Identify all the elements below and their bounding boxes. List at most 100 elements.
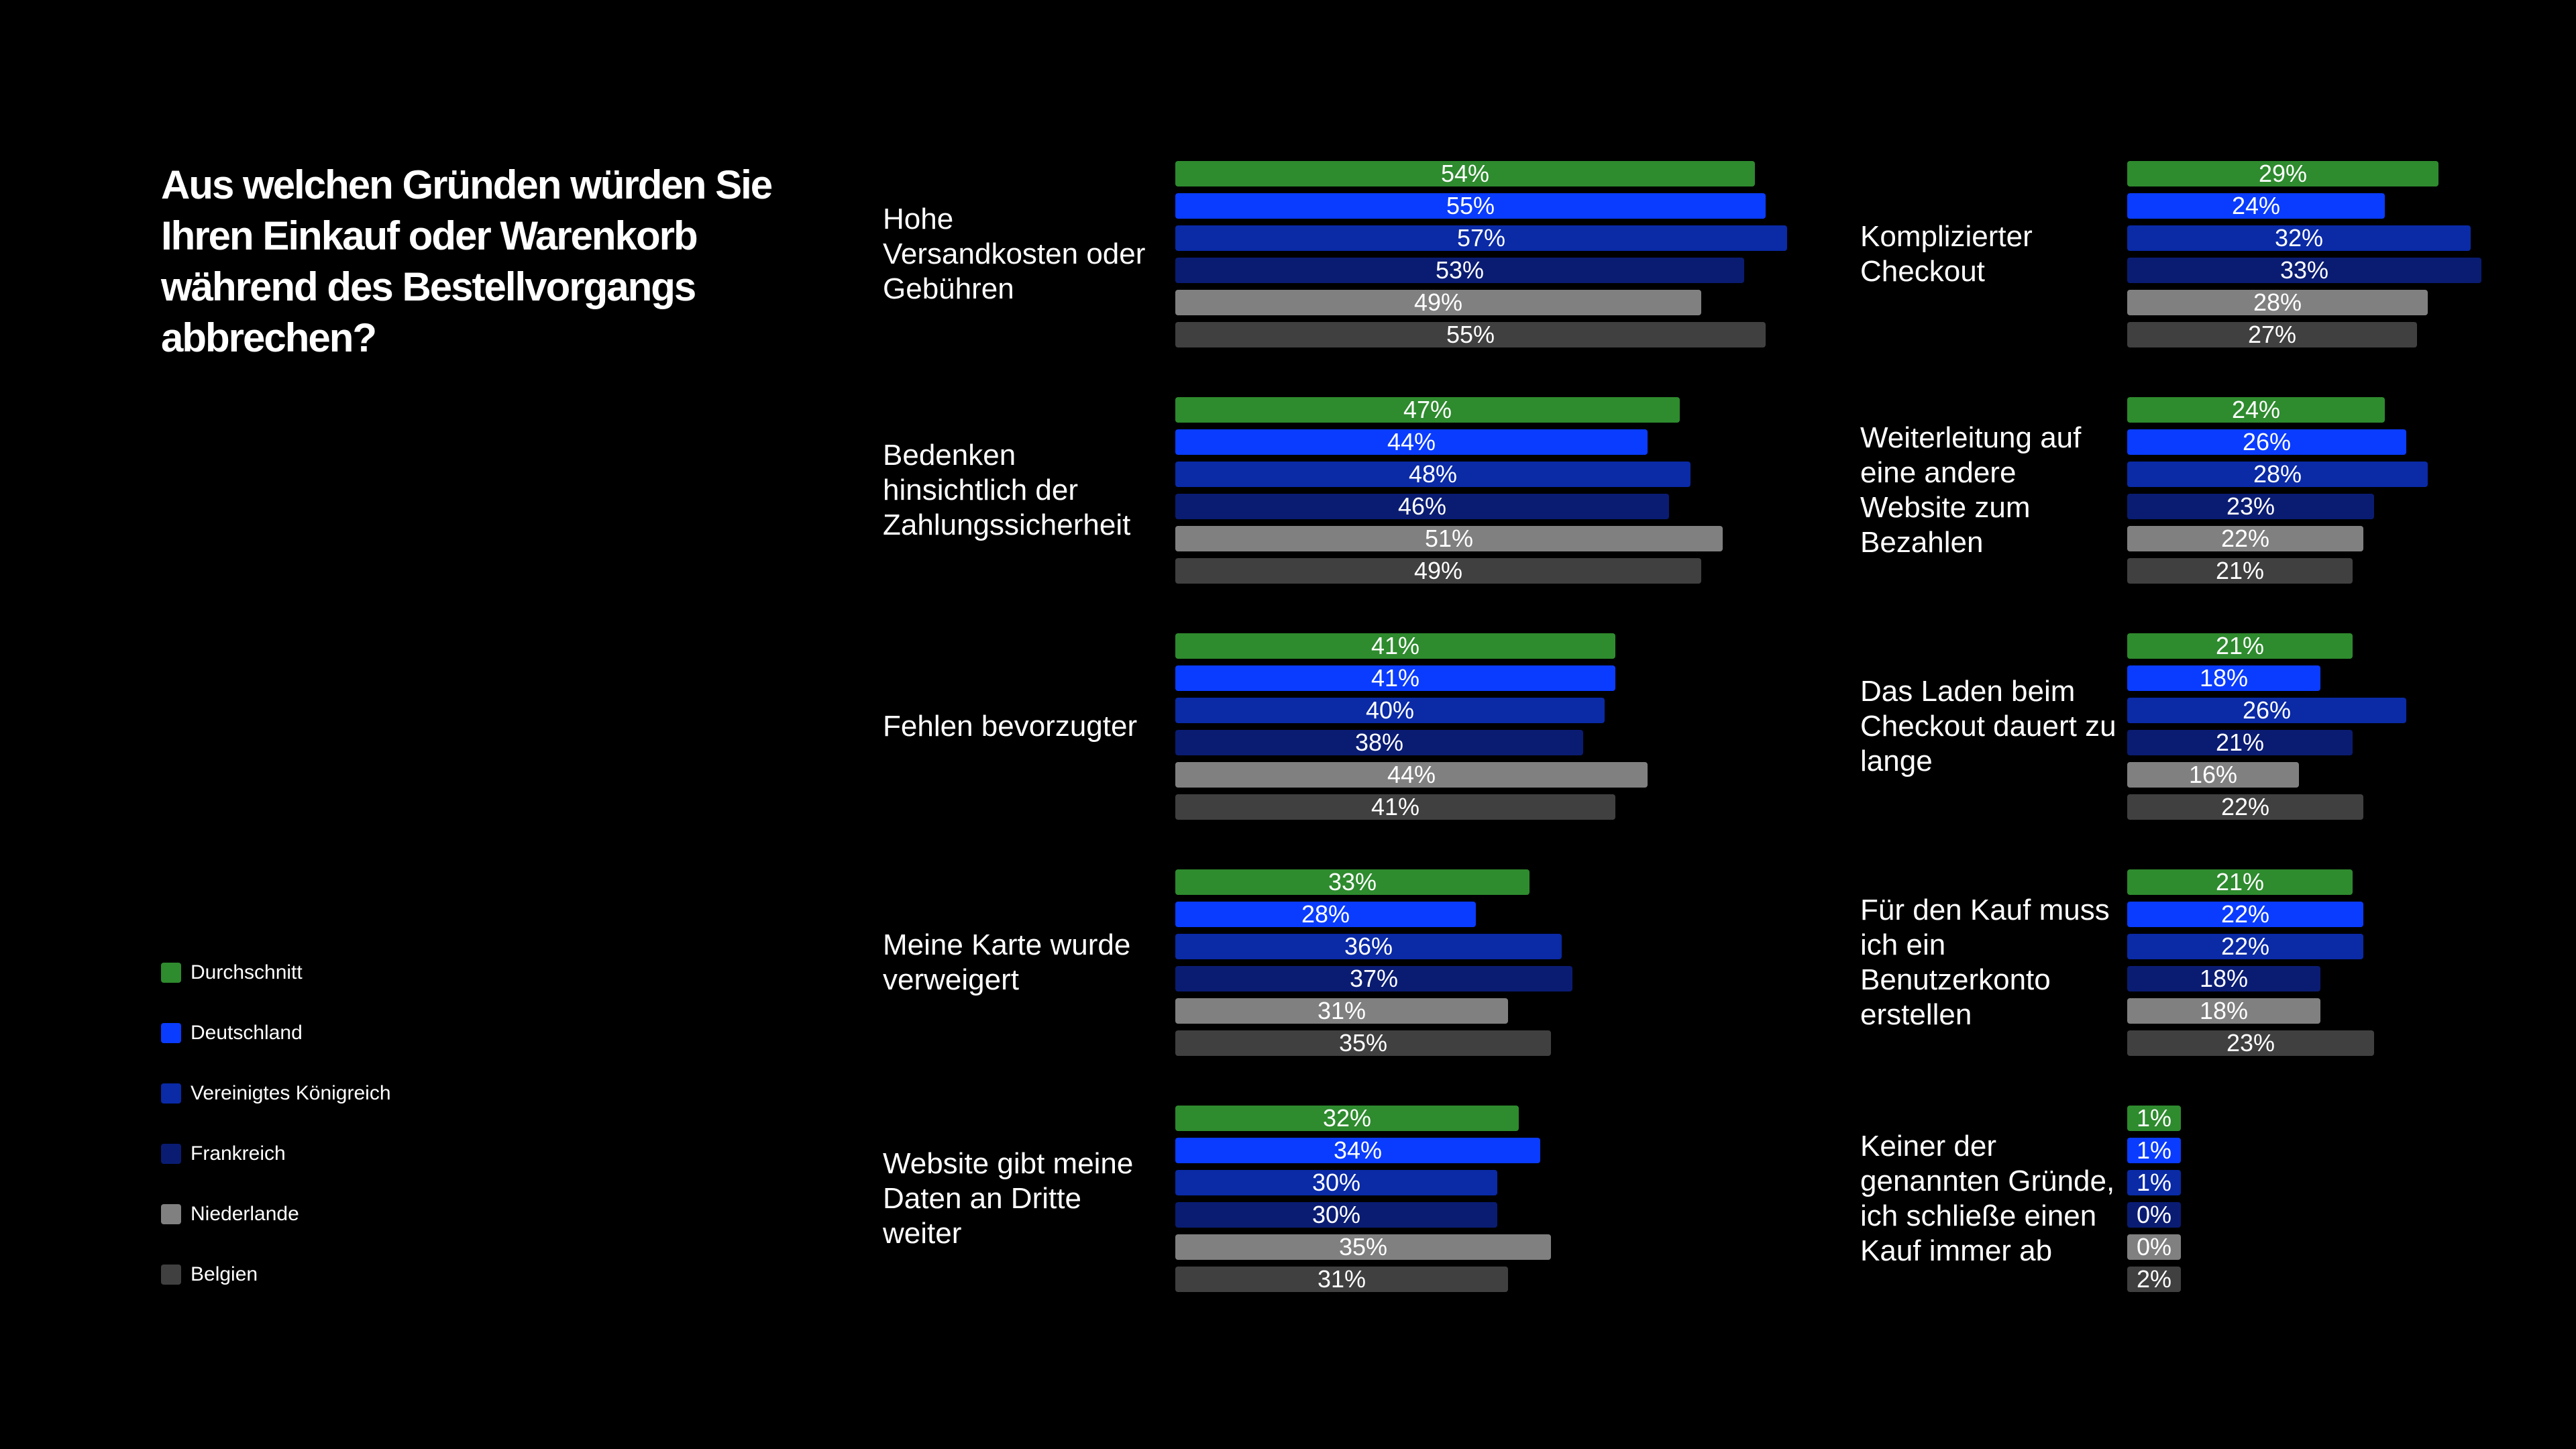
bar-durchschnitt: 21% — [2127, 869, 2353, 895]
bar-value-label: 32% — [2274, 224, 2324, 252]
bar-vereinigtes-koenigreich: 40% — [1175, 698, 1605, 723]
bar-belgien: 21% — [2127, 558, 2353, 584]
bar-value-label: 18% — [2199, 997, 2249, 1024]
legend-label: Durchschnitt — [191, 961, 303, 983]
bar-value-label: 16% — [2188, 761, 2238, 788]
bar-durchschnitt: 24% — [2127, 397, 2385, 423]
legend-label: Niederlande — [191, 1203, 299, 1225]
bar-value-label: 55% — [1446, 192, 1495, 219]
bar-belgien: 2% — [2127, 1267, 2181, 1292]
bar-niederlande: 35% — [1175, 1234, 1551, 1260]
bar-value-label: 36% — [1344, 932, 1393, 960]
bar-niederlande: 49% — [1175, 290, 1701, 315]
bar-value-label: 22% — [2220, 900, 2270, 928]
legend-swatch — [161, 963, 181, 983]
chart-title: Aus welchen Gründen würden Sie Ihren Ein… — [161, 162, 773, 360]
bar-value-label: 30% — [1311, 1169, 1361, 1196]
bar-value-label: 34% — [1333, 1136, 1383, 1164]
bar-value-label: 49% — [1413, 557, 1463, 584]
bar-value-label: 41% — [1371, 793, 1420, 820]
bar-frankreich: 23% — [2127, 494, 2374, 519]
bar-value-label: 22% — [2220, 932, 2270, 960]
legend-item-belgien: Belgien — [161, 1261, 258, 1288]
bar-value-label: 55% — [1446, 321, 1495, 348]
bar-deutschland: 55% — [1175, 193, 1766, 219]
category-label: Komplizierter Checkout — [1860, 161, 2129, 347]
category-label-text: Bedenken hinsichtlich der Zahlungssicher… — [883, 439, 1131, 541]
bar-niederlande: 16% — [2127, 762, 2299, 788]
bar-value-label: 35% — [1338, 1233, 1388, 1260]
legend-swatch — [161, 1144, 181, 1164]
bar-value-label: 48% — [1408, 460, 1458, 488]
bar-value-label: 27% — [2247, 321, 2297, 348]
bar-value-label: 41% — [1371, 632, 1420, 659]
bar-vereinigtes-koenigreich: 28% — [2127, 462, 2428, 487]
bar-value-label: 29% — [2258, 160, 2308, 187]
bar-durchschnitt: 33% — [1175, 869, 1529, 895]
bar-value-label: 28% — [2253, 288, 2302, 316]
bar-frankreich: 53% — [1175, 258, 1744, 283]
legend-item-niederlande: Niederlande — [161, 1201, 299, 1228]
bar-durchschnitt: 29% — [2127, 161, 2438, 186]
bar-value-label: 33% — [2279, 256, 2329, 284]
category-label-text: Keiner der genannten Gründe, ich schließ… — [1860, 1130, 2115, 1267]
legend-item-vereinigtes-koenigreich: Vereinigtes Königreich — [161, 1080, 391, 1107]
legend-label: Deutschland — [191, 1022, 303, 1044]
bar-vereinigtes-koenigreich: 48% — [1175, 462, 1690, 487]
legend-swatch — [161, 1204, 181, 1224]
bar-deutschland: 22% — [2127, 902, 2363, 927]
bar-belgien: 23% — [2127, 1030, 2374, 1056]
bar-value-label: 23% — [2226, 1029, 2275, 1057]
bar-value-label: 22% — [2220, 525, 2270, 552]
bar-deutschland: 24% — [2127, 193, 2385, 219]
bar-belgien: 41% — [1175, 794, 1615, 820]
bar-value-label: 0% — [2136, 1233, 2172, 1260]
bar-value-label: 30% — [1311, 1201, 1361, 1228]
bar-durchschnitt: 47% — [1175, 397, 1680, 423]
category-label-text: Für den Kauf muss ich ein Benutzerkonto … — [1860, 894, 2110, 1031]
category-label-text: Website gibt meine Daten an Dritte weite… — [883, 1147, 1134, 1250]
bar-frankreich: 30% — [1175, 1202, 1497, 1228]
bar-value-label: 24% — [2231, 396, 2281, 423]
bar-vereinigtes-koenigreich: 36% — [1175, 934, 1562, 959]
bar-deutschland: 44% — [1175, 429, 1648, 455]
category-label: Fehlen bevorzugter — [883, 633, 1151, 820]
bar-niederlande: 44% — [1175, 762, 1648, 788]
bar-durchschnitt: 32% — [1175, 1106, 1519, 1131]
category-label: Meine Karte wurde verweigert — [883, 869, 1151, 1056]
bar-value-label: 1% — [2136, 1169, 2172, 1196]
bar-frankreich: 46% — [1175, 494, 1669, 519]
bar-durchschnitt: 41% — [1175, 633, 1615, 659]
bar-value-label: 1% — [2136, 1136, 2172, 1164]
category-label: Keiner der genannten Gründe, ich schließ… — [1860, 1106, 2129, 1292]
category-label-text: Weiterleitung auf eine andere Website zu… — [1860, 421, 2082, 559]
legend-item-durchschnitt: Durchschnitt — [161, 959, 303, 986]
bar-value-label: 24% — [2231, 192, 2281, 219]
bar-vereinigtes-koenigreich: 57% — [1175, 225, 1787, 251]
bar-niederlande: 0% — [2127, 1234, 2181, 1260]
bar-value-label: 0% — [2136, 1201, 2172, 1228]
legend-item-frankreich: Frankreich — [161, 1140, 286, 1167]
bar-value-label: 51% — [1424, 525, 1474, 552]
category-label: Bedenken hinsichtlich der Zahlungssicher… — [883, 397, 1151, 584]
bar-value-label: 23% — [2226, 492, 2275, 520]
category-label-text: Hohe Versandkosten oder Gebühren — [883, 203, 1146, 305]
bar-value-label: 2% — [2136, 1265, 2172, 1293]
bar-value-label: 37% — [1349, 965, 1399, 992]
bar-deutschland: 28% — [1175, 902, 1476, 927]
bar-niederlande: 18% — [2127, 998, 2320, 1024]
bar-value-label: 35% — [1338, 1029, 1388, 1057]
bar-niederlande: 28% — [2127, 290, 2428, 315]
bar-value-label: 53% — [1435, 256, 1485, 284]
category-label: Für den Kauf muss ich ein Benutzerkonto … — [1860, 869, 2129, 1056]
bar-value-label: 26% — [2242, 428, 2292, 455]
bar-value-label: 28% — [2253, 460, 2302, 488]
bar-value-label: 44% — [1387, 761, 1436, 788]
category-label-text: Das Laden beim Checkout dauert zu lange — [1860, 675, 2116, 777]
bar-niederlande: 22% — [2127, 526, 2363, 551]
bar-value-label: 18% — [2199, 965, 2249, 992]
category-label: Weiterleitung auf eine andere Website zu… — [1860, 397, 2129, 584]
bar-value-label: 26% — [2242, 696, 2292, 724]
bar-deutschland: 41% — [1175, 665, 1615, 691]
bar-belgien: 49% — [1175, 558, 1701, 584]
